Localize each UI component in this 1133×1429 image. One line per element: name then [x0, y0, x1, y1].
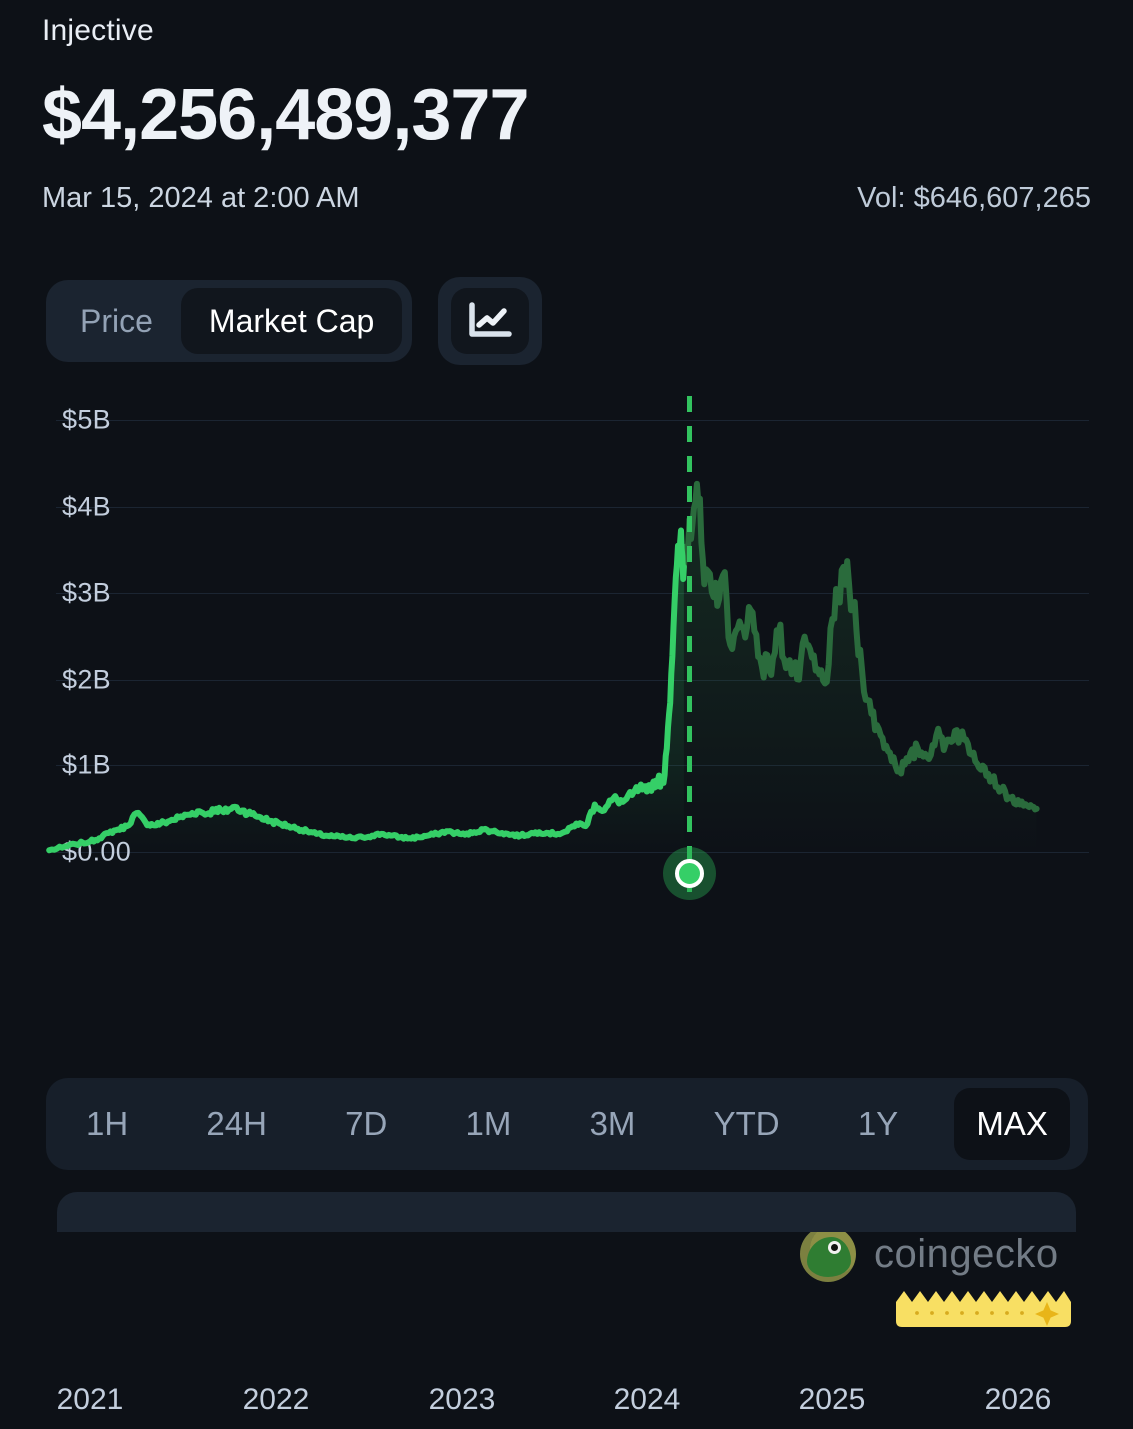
range-max[interactable]: MAX	[954, 1088, 1070, 1160]
bottom-panel-edge	[57, 1192, 1076, 1232]
gridline-5b	[56, 420, 1089, 421]
coin-name: Injective	[42, 14, 154, 47]
time-range-selector: 1H 24H 7D 1M 3M YTD 1Y MAX	[46, 1078, 1088, 1170]
x-tick-2021: 2021	[56, 1383, 124, 1416]
metric-toggle-group: Price Market Cap	[46, 280, 413, 362]
gridline-3b	[56, 593, 1089, 594]
market-cap-series	[46, 480, 1040, 854]
x-tick-2025: 2025	[798, 1383, 866, 1416]
metric-toggle-price[interactable]: Price	[56, 288, 177, 354]
y-tick-3b: $3B	[62, 577, 111, 608]
gridline-1b	[56, 765, 1089, 766]
timestamp-label: Mar 15, 2024 at 2:00 AM	[42, 181, 360, 214]
gridline-0	[56, 852, 1089, 853]
chart-header: Injective $4,256,489,377 Mar 15, 2024 at…	[42, 14, 1091, 215]
market-cap-value: $4,256,489,377	[42, 75, 529, 155]
x-axis: 2021 2022 2023 2024 2025 2026	[0, 1383, 1133, 1429]
range-1y[interactable]: 1Y	[836, 1088, 920, 1160]
cursor-marker[interactable]	[675, 859, 704, 888]
chart-controls: Price Market Cap	[46, 277, 543, 365]
cursor-vline	[687, 396, 692, 906]
chart-plot: $5B $4B $3B $2B $1B $0.00	[0, 388, 1133, 1327]
gridline-2b	[56, 680, 1089, 681]
metric-toggle-market-cap[interactable]: Market Cap	[180, 288, 403, 354]
y-tick-2b: $2B	[62, 664, 111, 695]
x-tick-2026: 2026	[984, 1383, 1052, 1416]
coingecko-watermark: coingecko	[800, 1226, 1059, 1282]
gecko-eye-icon	[828, 1241, 841, 1254]
crown-sticker-icon	[896, 1291, 1071, 1327]
y-tick-4b: $4B	[62, 491, 111, 522]
range-7d[interactable]: 7D	[323, 1088, 409, 1160]
y-tick-1b: $1B	[62, 749, 111, 780]
x-tick-2023: 2023	[428, 1383, 496, 1416]
chart-type-button[interactable]	[438, 277, 543, 365]
y-tick-5b: $5B	[62, 404, 111, 435]
range-24h[interactable]: 24H	[184, 1088, 289, 1160]
chart-area[interactable]: $5B $4B $3B $2B $1B $0.00	[0, 388, 1133, 1416]
range-ytd[interactable]: YTD	[692, 1088, 802, 1160]
range-1m[interactable]: 1M	[444, 1088, 534, 1160]
line-chart-icon	[451, 288, 530, 354]
gridline-4b	[56, 507, 1089, 508]
x-tick-2024: 2024	[613, 1383, 681, 1416]
watermark-label: coingecko	[874, 1231, 1059, 1276]
range-1h[interactable]: 1H	[64, 1088, 150, 1160]
x-tick-2022: 2022	[242, 1383, 310, 1416]
volume-label: Vol: $646,607,265	[857, 181, 1091, 214]
range-3m[interactable]: 3M	[568, 1088, 658, 1160]
coingecko-gecko-icon	[800, 1226, 856, 1282]
